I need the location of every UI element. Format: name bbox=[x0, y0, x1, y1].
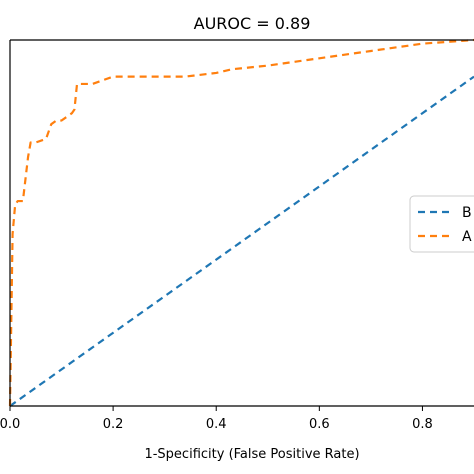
series-line-b bbox=[9, 75, 474, 407]
legend-label-a: A bbox=[462, 229, 472, 245]
plot-background bbox=[10, 40, 474, 406]
chart-title: AUROC = 0.89 bbox=[194, 14, 311, 33]
series-layer bbox=[8, 38, 474, 407]
x-tick-label: 0.6 bbox=[309, 417, 330, 432]
x-tick-label: 0.0 bbox=[0, 417, 20, 432]
legend: BA bbox=[409, 195, 474, 253]
x-tick-label: 0.4 bbox=[206, 417, 227, 432]
legend-label-b: B bbox=[462, 205, 472, 221]
plot-area bbox=[10, 40, 474, 406]
series-line-a bbox=[8, 38, 474, 407]
x-tick-label: 0.2 bbox=[103, 417, 124, 432]
x-tick-label: 0.8 bbox=[412, 417, 433, 432]
axis-layer: 0.0 0.2 0.4 0.6 0.8 bbox=[0, 39, 474, 432]
legend-box bbox=[409, 195, 474, 253]
x-axis-label: 1-Specificity (False Positive Rate) bbox=[144, 447, 359, 462]
